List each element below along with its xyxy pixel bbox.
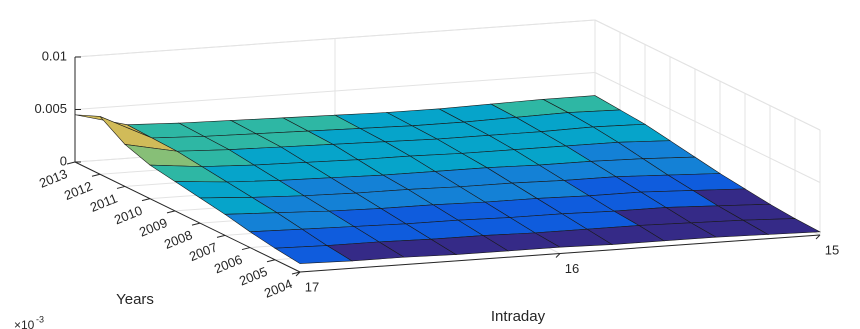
y-tick — [66, 161, 76, 165]
y-tick-label: 2011 — [88, 191, 120, 215]
y-tick — [241, 247, 251, 251]
surface-patch — [274, 245, 353, 264]
y-tick — [216, 234, 226, 238]
y-tick — [166, 210, 176, 214]
x-tick-label: 15 — [825, 242, 839, 257]
y-tick-label: 2004 — [262, 276, 294, 301]
y-tick — [116, 185, 126, 189]
x-tick — [555, 253, 561, 258]
y-tick — [91, 173, 101, 177]
y-tick — [141, 198, 151, 202]
y-tick — [291, 271, 301, 275]
grid-line — [594, 19, 821, 131]
exponent-power: -3 — [36, 314, 44, 324]
y-tick — [191, 222, 201, 226]
x-axis-title: Intraday — [491, 308, 546, 325]
y-axis — [74, 161, 301, 273]
exponent-base: ×10 — [14, 318, 35, 329]
x-tick-label: 17 — [305, 279, 319, 294]
x-tick — [815, 234, 821, 240]
z-tick-label: 0.01 — [42, 48, 67, 63]
y-axis-title: Years — [116, 291, 154, 308]
z-tick-label: 0 — [60, 153, 67, 168]
z-tick-label: 0.005 — [34, 101, 67, 116]
y-tick — [266, 259, 276, 263]
x-tick-label: 16 — [565, 261, 579, 276]
grid-line — [594, 72, 821, 183]
